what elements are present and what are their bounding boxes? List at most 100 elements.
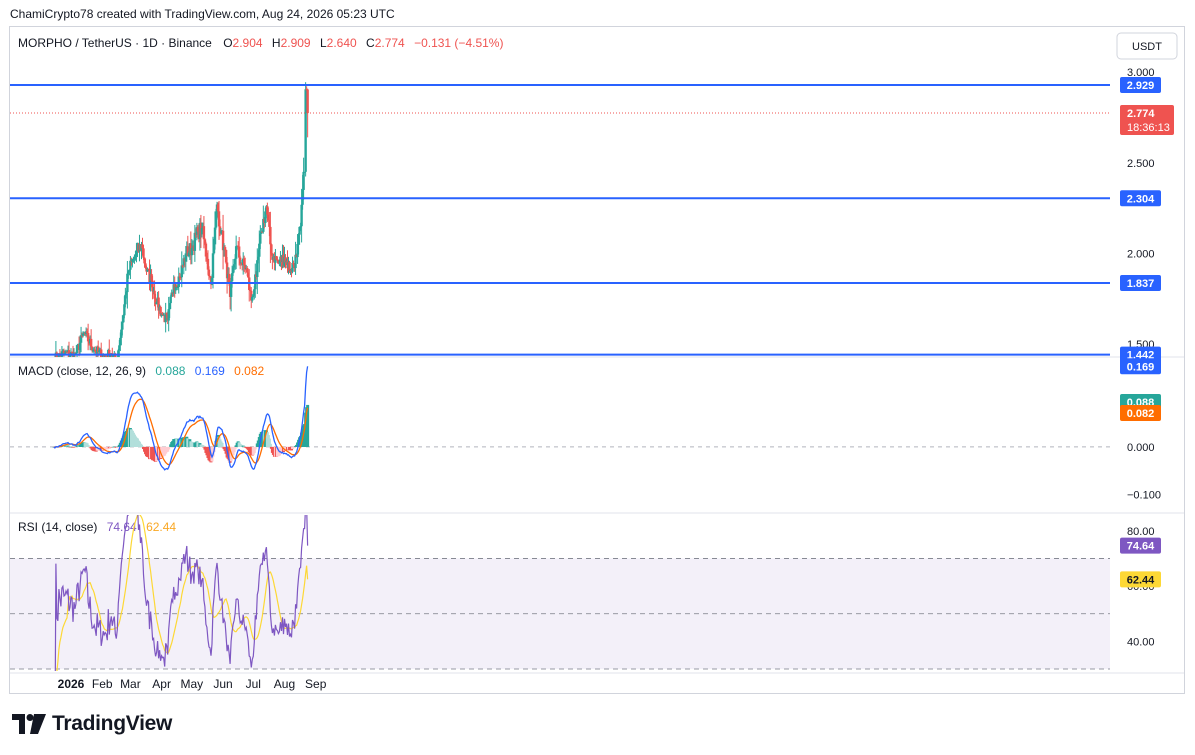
candle-body [278, 261, 281, 263]
candle-body [284, 257, 287, 263]
candle-body [122, 315, 125, 323]
macd-histogram-bar [220, 442, 224, 447]
candle-body [134, 255, 137, 257]
candle-body [169, 296, 172, 304]
candle-body [176, 286, 179, 288]
macd-histogram-bar [115, 446, 119, 448]
macd-line-value: 0.169 [195, 364, 225, 378]
candle-body [236, 245, 240, 247]
candle-body [264, 211, 267, 223]
tradingview-logo-icon [12, 714, 46, 734]
macd-pane: MACD (close, 12, 26, 9) 0.088 0.169 0.08… [10, 358, 1161, 502]
price-tick-label: 2.000 [1127, 248, 1155, 260]
level-label: 1.837 [1127, 278, 1155, 290]
time-axis[interactable]: 2026 Feb Mar Apr May Jun Jul Aug Sep [58, 677, 327, 691]
level-label-box [1120, 274, 1161, 291]
time-tick-label: Apr [152, 677, 171, 691]
macd-histogram-bar [168, 446, 172, 448]
macd-axis-label: 0.169 [1127, 361, 1155, 373]
symbol-title[interactable]: MORPHO / TetherUS · 1D · Binance [18, 36, 212, 50]
candle-body [253, 289, 256, 296]
candle-body [203, 239, 207, 244]
candle-body [125, 292, 128, 295]
time-tick-label: 2026 [58, 677, 85, 691]
candle-body [299, 226, 302, 228]
candle-body [184, 253, 187, 262]
chart-frame: MORPHO / TetherUS · 1D · Binance O2.904 … [9, 26, 1185, 694]
candle-body [210, 277, 214, 285]
time-tick-label: Feb [92, 677, 113, 691]
candle-body [205, 256, 209, 259]
candle-body [168, 303, 171, 310]
footer-brand[interactable]: TradingView [12, 712, 172, 736]
candle-body [246, 267, 249, 273]
macd-histogram-bar [139, 444, 143, 447]
candle-body [180, 265, 183, 278]
candle-body [296, 244, 299, 258]
candle-body [119, 337, 122, 346]
time-tick-label: May [181, 677, 204, 691]
candle-body [78, 342, 82, 350]
candle-body [211, 253, 215, 278]
candle-body [157, 297, 160, 311]
macd-axis-label-box [1120, 358, 1161, 375]
candle-body [53, 359, 55, 362]
candle-body [298, 226, 301, 235]
last-price-box [1120, 105, 1174, 136]
candle-body [254, 274, 257, 290]
candle-body [259, 233, 262, 244]
candle-body [101, 358, 103, 360]
candle-body [233, 258, 237, 265]
candle-body [269, 226, 272, 245]
rsi-ma-value: 62.44 [146, 520, 176, 534]
candle-body [181, 265, 184, 267]
candle-body [167, 309, 170, 321]
macd-histogram-bar [167, 446, 171, 450]
macd-histogram-bar [293, 446, 297, 449]
rsi-ma-line [56, 515, 309, 671]
candle-body [218, 226, 222, 232]
macd-signal-line [53, 398, 309, 466]
macd-histogram-bar [252, 446, 256, 454]
ohlc-low-value: 2.640 [327, 36, 357, 50]
candle-body [115, 360, 117, 362]
candle-body [116, 360, 118, 363]
candle-body [219, 231, 223, 233]
candle-body [79, 335, 83, 343]
macd-histogram-bar [232, 446, 236, 453]
macd-histogram-bar [112, 446, 116, 447]
candle-body [123, 304, 126, 316]
candle-body [174, 285, 177, 291]
price-pane: 3.0002.5002.0001.5002.9292.3041.8371.442… [10, 67, 1174, 363]
candle-body [224, 249, 228, 263]
candle-body [266, 206, 269, 215]
candle-body [207, 269, 211, 277]
candle-body [81, 333, 85, 336]
last-price-label: 2.774 [1127, 108, 1155, 120]
svg-text:MORPHO / TetherUS · 1D · Binan: MORPHO / TetherUS · 1D · Binance O2.904 … [18, 36, 503, 50]
candle-body [62, 350, 66, 354]
candle-body [177, 276, 180, 287]
candle-body [251, 296, 254, 301]
candle-body [90, 346, 94, 351]
candle-body [129, 260, 132, 270]
macd-signal-value: 0.082 [234, 364, 264, 378]
chart-canvas[interactable]: MORPHO / TetherUS · 1D · Binance O2.904 … [10, 27, 1184, 693]
macd-histogram-bar [86, 445, 90, 447]
macd-histogram-bar [267, 438, 271, 447]
candle-body [161, 313, 164, 316]
macd-histogram-bar [87, 446, 91, 448]
candle-body [252, 295, 255, 297]
currency-button[interactable]: USDT [1116, 32, 1178, 60]
candle-body [63, 352, 67, 354]
candle-body [268, 220, 271, 227]
macd-histogram-bar [306, 404, 310, 447]
candle-body [182, 258, 185, 266]
rsi-plot [54, 515, 309, 671]
candle-body [151, 280, 154, 292]
candle-body [300, 204, 303, 227]
candle-body [178, 276, 181, 278]
candle-body [304, 89, 307, 172]
candle-body [262, 218, 265, 232]
candle-body [275, 256, 278, 260]
